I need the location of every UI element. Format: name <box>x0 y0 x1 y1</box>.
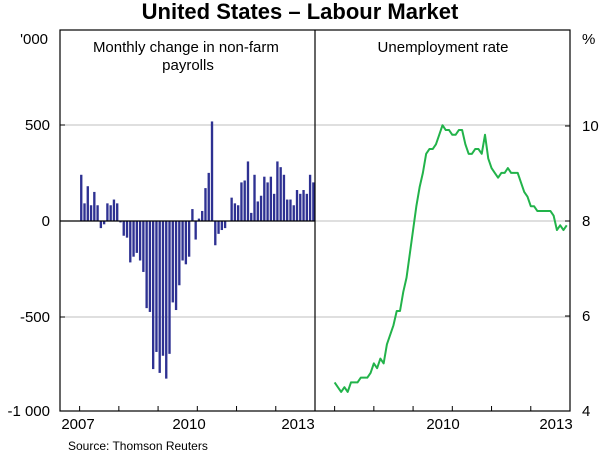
payroll-bar <box>305 193 308 221</box>
payroll-bar <box>220 220 223 231</box>
payroll-bar <box>83 203 86 221</box>
payroll-bar <box>158 220 161 373</box>
right-ytick-label-6: 6 <box>582 308 590 325</box>
payroll-bar <box>165 220 168 379</box>
payroll-bar <box>217 220 220 234</box>
payroll-bar <box>171 220 174 303</box>
left-panel-title-line-1: Monthly change in non-farm <box>93 39 279 56</box>
payroll-bar <box>240 182 243 221</box>
payroll-bar <box>269 176 273 221</box>
payroll-bar <box>256 201 259 221</box>
payroll-bar <box>191 209 194 221</box>
payroll-bar <box>223 220 227 229</box>
left-y-ticks <box>60 124 65 318</box>
payroll-bar <box>135 220 138 253</box>
payroll-bar <box>237 205 240 221</box>
left-ytick-label-minus500: -500 <box>20 309 50 326</box>
payroll-bar <box>312 182 315 221</box>
payroll-bar <box>302 190 305 221</box>
payroll-bar <box>292 205 295 221</box>
payroll-bar <box>148 220 152 312</box>
payroll-bar <box>299 193 302 221</box>
right-panel-title: Unemployment rate <box>378 39 509 56</box>
payroll-bar <box>207 172 210 221</box>
payroll-bars <box>80 121 315 379</box>
payroll-bar <box>99 220 103 229</box>
payroll-bar <box>230 197 233 221</box>
payroll-bar <box>259 195 263 221</box>
payroll-bar <box>116 203 119 221</box>
left-panel-title-line-2: payrolls <box>162 57 214 74</box>
chart-title: United States – Labour Market <box>142 0 459 24</box>
payroll-bar <box>282 174 286 221</box>
payroll-bar <box>86 186 89 221</box>
payroll-bar <box>181 220 184 261</box>
payroll-bar <box>93 191 96 221</box>
payroll-bar <box>204 188 207 221</box>
payroll-bar <box>102 220 106 225</box>
payroll-bar <box>112 199 116 221</box>
payroll-bar <box>89 205 93 221</box>
payroll-bar <box>246 161 250 221</box>
xtick-label-2007: 2007 <box>61 416 94 433</box>
payroll-bar <box>187 220 191 257</box>
payroll-bar <box>276 161 279 221</box>
right-ytick-label-8: 8 <box>582 213 590 230</box>
payroll-bar <box>80 174 83 221</box>
right-ytick-label-4: 4 <box>582 403 590 420</box>
payroll-bar <box>109 205 112 221</box>
xtick-label-2013-left: 2013 <box>281 416 314 433</box>
payroll-bar <box>178 220 181 286</box>
payroll-bar <box>250 212 253 221</box>
right-y-ticks <box>565 125 570 317</box>
payroll-bar <box>122 220 125 236</box>
payroll-bar <box>201 210 204 221</box>
payroll-bar <box>279 167 282 221</box>
payroll-bar <box>142 220 145 272</box>
payroll-bar <box>295 190 299 221</box>
payroll-bar <box>184 220 188 265</box>
payroll-bar <box>308 174 312 221</box>
left-panel-title: Monthly change in non-farm payrolls <box>93 39 283 74</box>
payroll-bar <box>155 220 158 352</box>
xtick-label-2013-right: 2013 <box>539 416 572 433</box>
payroll-bar <box>129 220 132 263</box>
left-ytick-label-0: 0 <box>42 213 50 230</box>
payroll-bar <box>263 176 266 221</box>
right-ytick-label-10: 10 <box>582 118 599 135</box>
payroll-bar <box>210 121 214 221</box>
payroll-bar <box>168 220 171 354</box>
payroll-bar <box>197 218 201 221</box>
payroll-bar <box>106 203 109 221</box>
payroll-bar <box>152 220 155 370</box>
payroll-bar <box>174 220 178 311</box>
right-y-unit: % <box>582 31 595 48</box>
x-tick-marks <box>79 406 532 411</box>
payroll-bar <box>266 182 269 221</box>
payroll-bar <box>145 220 148 309</box>
payroll-bar <box>214 220 217 246</box>
payroll-bar <box>272 193 276 221</box>
left-y-unit: '000 <box>20 31 48 48</box>
payroll-bar <box>96 205 99 221</box>
payroll-bar <box>286 199 289 221</box>
xtick-label-2010-right: 2010 <box>426 416 459 433</box>
payroll-bar <box>253 174 256 221</box>
xtick-label-2010-left: 2010 <box>172 416 205 433</box>
payroll-bar <box>132 220 135 257</box>
payroll-bar <box>125 220 129 238</box>
unemployment-line <box>333 124 568 393</box>
payroll-bar <box>289 199 292 221</box>
payroll-bar <box>243 180 246 221</box>
payroll-bar <box>233 203 237 221</box>
left-ytick-label-500: 500 <box>25 117 50 134</box>
source-note: Source: Thomson Reuters <box>68 439 208 453</box>
payroll-bar <box>161 220 165 356</box>
left-ytick-label-minus1000: -1 000 <box>7 403 50 420</box>
payroll-bar <box>138 220 142 261</box>
payroll-bar <box>194 220 197 240</box>
